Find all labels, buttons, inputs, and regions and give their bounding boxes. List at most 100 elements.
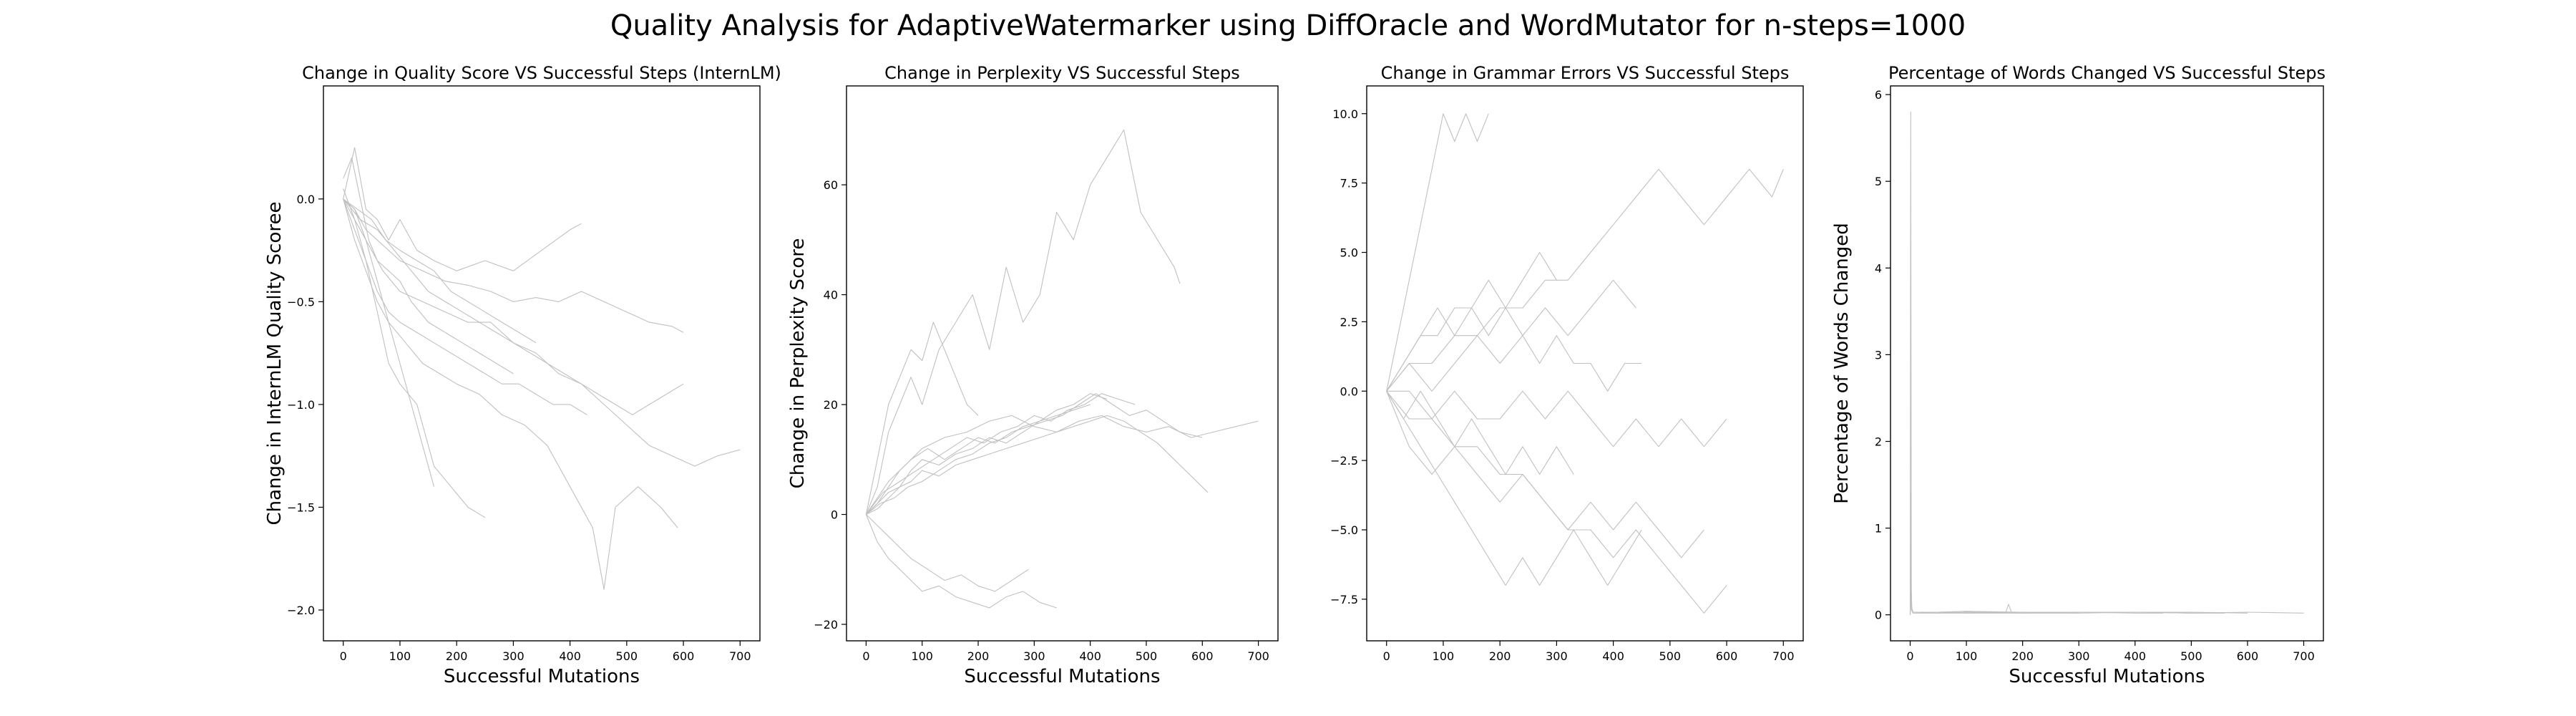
series-line-1-9 (343, 198, 587, 415)
y-tick-label-4-0: 0 (1875, 609, 1882, 622)
series-line-4-5 (1909, 588, 2079, 615)
x-tick-label-1-100: 100 (389, 649, 411, 663)
series-line-3-5 (1386, 307, 1642, 392)
series-line-2-1 (865, 129, 1181, 515)
panel-title-2: Change in Perplexity VS Successful Steps (884, 63, 1240, 83)
x-tick-label-1-200: 200 (446, 649, 468, 663)
x-tick-label-3-500: 500 (1659, 649, 1682, 663)
y-tick-label-1-4: 0.0 (297, 193, 315, 206)
x-tick-label-4-500: 500 (2180, 649, 2202, 663)
x-tick-label-2-200: 200 (967, 649, 990, 663)
x-tick-label-4-200: 200 (2011, 649, 2034, 663)
series-line-3-3 (1386, 391, 1642, 586)
series-line-2-3 (865, 514, 1057, 609)
y-tick-label-2-1: 0 (831, 508, 838, 522)
y-tick-label-3-6: 7.5 (1340, 177, 1358, 190)
y-tick-label-4-6: 6 (1875, 88, 1882, 102)
series-line-2-4 (865, 393, 1203, 515)
series-line-3-2 (1386, 168, 1784, 392)
panel-title-1: Change in Quality Score VS Successful St… (302, 63, 781, 83)
x-tick-label-4-600: 600 (2237, 649, 2259, 663)
x-tick-label-3-100: 100 (1433, 649, 1455, 663)
y-tick-label-3-1: −5.0 (1330, 523, 1358, 537)
x-tick-label-4-700: 700 (2293, 649, 2315, 663)
x-tick-label-2-500: 500 (1136, 649, 1158, 663)
series-line-2-7 (866, 514, 1029, 592)
series-line-3-9 (1386, 279, 1636, 392)
chart-panel-1: Change in Quality Score VS Successful St… (264, 63, 781, 687)
series-line-1-6 (343, 198, 435, 487)
series-line-4-4 (1909, 571, 2225, 615)
x-axis-label-4: Successful Mutations (2009, 666, 2205, 687)
series-line-1-7 (343, 198, 684, 415)
series-line-1-5 (343, 188, 486, 518)
x-tick-label-1-700: 700 (729, 649, 751, 663)
y-tick-label-2-4: 60 (824, 178, 838, 192)
chart-panel-4: Percentage of Words Changed VS Successfu… (1831, 63, 2326, 687)
series-line-3-1 (1386, 113, 1489, 392)
series-line-2-6 (866, 415, 1209, 515)
y-tick-label-3-7: 10.0 (1332, 107, 1358, 121)
y-axis-label-1: Change in InternLM Quality Scoree (264, 202, 286, 526)
x-tick-label-4-400: 400 (2124, 649, 2147, 663)
y-tick-label-1-1: −1.5 (287, 500, 315, 514)
series-line-1-4 (343, 198, 678, 590)
series-line-4-1 (1909, 111, 2304, 615)
x-tick-label-2-300: 300 (1023, 649, 1045, 663)
figure-title: Quality Analysis for AdaptiveWatermarker… (610, 9, 1966, 42)
x-tick-label-2-0: 0 (862, 649, 869, 663)
x-tick-label-1-500: 500 (616, 649, 638, 663)
y-tick-label-1-3: −0.5 (287, 295, 315, 309)
y-tick-label-1-0: −2.0 (287, 604, 315, 617)
series-line-1-3 (343, 198, 741, 467)
x-tick-label-2-100: 100 (911, 649, 933, 663)
x-tick-label-2-400: 400 (1079, 649, 1101, 663)
x-tick-label-1-400: 400 (559, 649, 581, 663)
series-line-4-2 (1909, 493, 2248, 615)
panel-title-4: Percentage of Words Changed VS Successfu… (1888, 63, 2326, 83)
x-tick-label-3-400: 400 (1602, 649, 1624, 663)
x-tick-label-4-100: 100 (1956, 649, 1978, 663)
x-axis-label-2: Successful Mutations (964, 666, 1160, 687)
y-tick-label-4-2: 2 (1875, 435, 1882, 448)
x-axis-label-1: Successful Mutations (444, 666, 640, 687)
x-tick-label-4-300: 300 (2068, 649, 2090, 663)
plot-frame-4 (1890, 85, 2324, 642)
series-line-2-10 (866, 404, 1091, 515)
series-line-4-3 (1909, 536, 2164, 615)
y-tick-label-4-4: 4 (1875, 261, 1882, 275)
x-tick-label-3-600: 600 (1716, 649, 1738, 663)
y-tick-label-2-2: 20 (824, 398, 838, 412)
x-tick-label-1-600: 600 (673, 649, 695, 663)
series-line-3-4 (1386, 390, 1727, 614)
x-tick-label-2-700: 700 (1247, 649, 1269, 663)
y-tick-label-4-1: 1 (1875, 522, 1882, 536)
series-line-1-8 (343, 198, 537, 344)
x-tick-label-3-700: 700 (1772, 649, 1795, 663)
x-tick-label-3-200: 200 (1489, 649, 1511, 663)
x-tick-label-2-600: 600 (1191, 649, 1214, 663)
series-line-2-8 (865, 321, 979, 515)
chart-panel-3: Change in Grammar Errors VS Successful S… (1330, 63, 1804, 663)
series-line-3-7 (1386, 251, 1557, 392)
y-tick-label-3-4: 2.5 (1340, 315, 1358, 329)
x-tick-label-4-0: 0 (1906, 649, 1913, 663)
series-line-3-10 (1386, 390, 1574, 475)
y-tick-label-3-2: −2.5 (1330, 454, 1358, 468)
series-line-2-5 (866, 393, 1108, 515)
x-tick-label-3-0: 0 (1383, 649, 1390, 663)
y-tick-label-3-5: 5.0 (1340, 246, 1358, 260)
y-tick-label-1-2: −1.0 (287, 398, 315, 412)
chart-panel-2: Change in Perplexity VS Successful Steps… (787, 63, 1279, 687)
y-tick-label-2-0: −20 (814, 618, 838, 632)
y-tick-label-2-3: 40 (824, 289, 838, 302)
plot-frame-3 (1366, 85, 1804, 642)
y-axis-label-2: Change in Perplexity Score (787, 238, 809, 489)
x-tick-label-3-300: 300 (1546, 649, 1568, 663)
series-line-2-9 (865, 393, 1136, 515)
y-tick-label-3-0: −7.5 (1330, 593, 1358, 606)
plot-frame-2 (846, 85, 1279, 642)
series-line-3-6 (1386, 390, 1727, 448)
